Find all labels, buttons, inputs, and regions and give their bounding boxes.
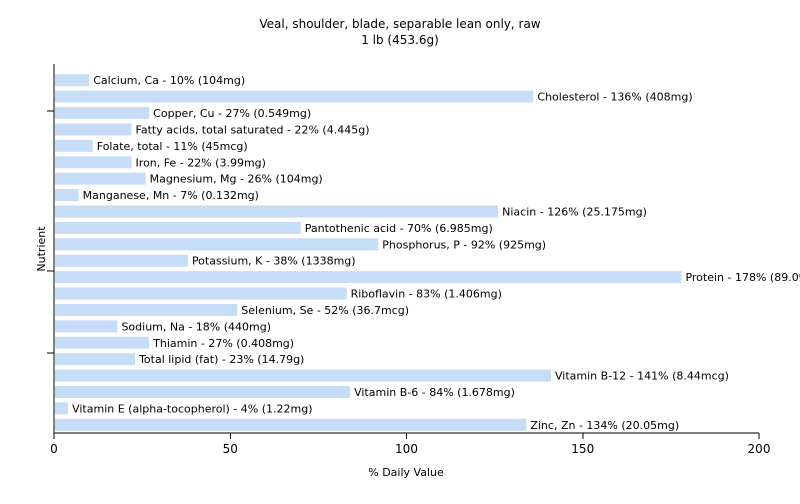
chart-subtitle: 1 lb (453.6g): [361, 33, 439, 47]
bar-data-label: Total lipid (fat) - 23% (14.79g): [138, 353, 304, 366]
bar: [55, 418, 527, 431]
bar: [55, 320, 118, 333]
x-tick-label: 150: [571, 442, 594, 456]
bar: [55, 172, 146, 185]
bar-data-label: Fatty acids, total saturated - 22% (4.44…: [136, 123, 370, 136]
bar-data-label: Calcium, Ca - 10% (104mg): [93, 74, 245, 87]
axes-layer: 0 50 100 150 200: [47, 64, 770, 456]
x-tick-label: 0: [50, 442, 58, 456]
bar-data-label: Selenium, Se - 52% (36.7mcg): [241, 304, 409, 317]
bar: [55, 303, 238, 316]
bars-layer: Calcium, Ca - 10% (104mg) Cholesterol - 1…: [55, 74, 800, 432]
chart-title: Veal, shoulder, blade, separable lean on…: [259, 17, 540, 31]
x-tick-label: 200: [748, 442, 771, 456]
bar: [55, 402, 69, 415]
x-tick-label: 100: [395, 442, 418, 456]
bar-data-label: Thiamin - 27% (0.408mg): [152, 337, 294, 350]
bar: [55, 189, 79, 202]
bar: [55, 271, 682, 284]
bar: [55, 353, 136, 366]
bar-data-label: Cholesterol - 136% (408mg): [537, 91, 692, 104]
bar: [55, 205, 499, 218]
x-axis-label: % Daily Value: [368, 466, 444, 479]
y-axis-label: Nutrient: [35, 226, 48, 272]
bar-data-label: Copper, Cu - 27% (0.549mg): [153, 107, 311, 120]
bar-data-label: Vitamin E (alpha-tocopherol) - 4% (1.22m…: [72, 402, 312, 415]
bar: [55, 238, 379, 251]
bar: [55, 123, 132, 136]
bar: [55, 156, 132, 169]
bar: [55, 287, 347, 300]
bar-data-label: Pantothenic acid - 70% (6.985mg): [305, 222, 493, 235]
bar-data-label: Riboflavin - 83% (1.406mg): [351, 288, 502, 301]
bar: [55, 221, 301, 234]
bar-data-label: Vitamin B-6 - 84% (1.678mg): [354, 386, 515, 399]
bar-data-label: Zinc, Zn - 134% (20.05mg): [530, 419, 679, 432]
bar-data-label: Protein - 178% (89.09g): [685, 271, 800, 284]
bar-data-label: Manganese, Mn - 7% (0.132mg): [83, 189, 259, 202]
bar: [55, 107, 150, 120]
bar: [55, 254, 188, 267]
bar: [55, 369, 552, 382]
bar-data-label: Niacin - 126% (25.175mg): [502, 205, 647, 218]
bar-data-label: Magnesium, Mg - 26% (104mg): [150, 173, 323, 186]
bar: [55, 385, 351, 398]
bar: [55, 139, 93, 152]
bar: [55, 74, 90, 87]
bar-data-label: Vitamin B-12 - 141% (8.44mcg): [555, 370, 729, 383]
bar-data-label: Phosphorus, P - 92% (925mg): [382, 238, 546, 251]
bar-data-label: Folate, total - 11% (45mcg): [97, 140, 248, 153]
bar-data-label: Sodium, Na - 18% (440mg): [121, 320, 271, 333]
bar: [55, 90, 534, 103]
bar-data-label: Iron, Fe - 22% (3.99mg): [136, 156, 266, 169]
bar: [55, 336, 150, 349]
x-tick-label: 50: [223, 442, 238, 456]
bar-data-label: Potassium, K - 38% (1338mg): [192, 255, 356, 268]
